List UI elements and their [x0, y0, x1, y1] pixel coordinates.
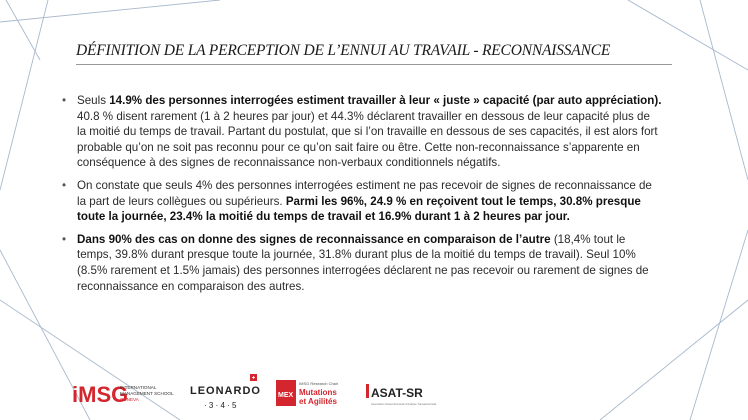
title-underline: [76, 64, 672, 65]
bullet-item-3: Dans 90% des cas on donne des signes de …: [62, 232, 662, 294]
mex-logo: MEX IMSG Research Chair Mutations et Agi…: [276, 380, 339, 406]
mex-small: IMSG Research Chair: [299, 381, 339, 386]
bullet-text: On constate que seuls 4% des personnes i…: [77, 178, 652, 208]
leonardo-logo: LEONARDO · 3 · 4 · 5: [190, 374, 261, 410]
mex-line1: Mutations: [299, 388, 337, 397]
leonardo-name: LEONARDO: [190, 385, 261, 397]
imsg-logo-line2: MANAGEMENT SCHOOL: [120, 391, 174, 396]
bullet-text-bold: 14.9% des personnes interrogées estiment…: [109, 94, 662, 107]
slide-title: DÉFINITION DE LA PERCEPTION DE L’ENNUI A…: [76, 42, 611, 59]
mex-line2: et Agilités: [299, 397, 337, 406]
bullet-text-bold: Parmi les 96%, 24.9 % en reçoivent tout …: [77, 194, 641, 224]
bullet-text: Seuls: [77, 94, 110, 107]
bullet-text: 40.8 % disent rarement (1 à 2 heures par…: [77, 109, 658, 170]
bullet-list: Seuls 14.9% des personnes interrogées es…: [62, 93, 662, 301]
bullet-item-2: On constate que seuls 4% des personnes i…: [62, 178, 662, 225]
imsg-logo-line3: GENEVA: [120, 397, 140, 402]
imsg-logo-mark: iMSG: [72, 382, 128, 407]
imsg-logo: iMSG INTERNATIONAL MANAGEMENT SCHOOL GEN…: [72, 382, 174, 407]
bullet-text: (18,4% tout le temps, 39.8% durant presq…: [77, 232, 649, 293]
asat-logo: ASAT-SR Association Suisse Romande d’Ana…: [366, 384, 437, 406]
bullet-text-bold: Dans 90% des cas on donne des signes de …: [77, 232, 551, 246]
asat-sub: Association Suisse Romande d’Analyse Tra…: [371, 402, 437, 406]
bullet-item-1: Seuls 14.9% des personnes interrogées es…: [62, 93, 662, 171]
mex-mark: MEX: [278, 392, 294, 399]
partner-logos: iMSG INTERNATIONAL MANAGEMENT SCHOOL GEN…: [0, 370, 748, 420]
asat-name: ASAT-SR: [371, 386, 423, 400]
leonardo-numbers: · 3 · 4 · 5: [204, 401, 237, 410]
imsg-logo-line1: INTERNATIONAL: [120, 385, 157, 390]
